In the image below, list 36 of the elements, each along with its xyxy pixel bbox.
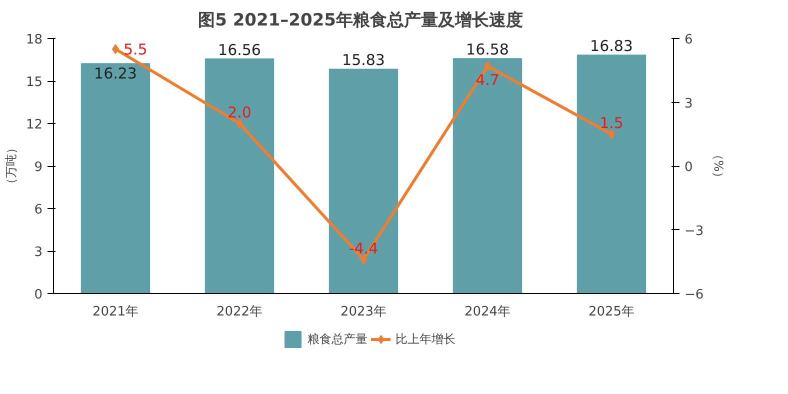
bar — [80, 63, 150, 294]
y2-tick-label: 6 — [684, 32, 693, 48]
y-tick-label: 12 — [26, 118, 43, 132]
y-tick-label: 15 — [26, 75, 43, 90]
y2-axis-title: （%） — [712, 148, 726, 184]
data-label: 16.83 — [590, 37, 633, 56]
data-label: 15.83 — [342, 51, 385, 70]
y-tick-label: 6 — [34, 202, 43, 218]
data-label: 1.5 — [600, 114, 624, 132]
y-tick-label: 0 — [34, 288, 43, 302]
y2-tick-label: −3 — [684, 224, 704, 239]
x-tick-label: 2021年 — [92, 304, 139, 320]
y-tick-label: 9 — [34, 160, 43, 175]
x-tick-label: 2025年 — [588, 304, 635, 320]
x-tick-label: 2022年 — [216, 304, 263, 320]
y2-tick-label: 0 — [684, 160, 693, 175]
data-label: 2.0 — [228, 104, 252, 122]
x-tick-label: 2023年 — [340, 304, 387, 320]
chart-title: 图5 2021–2025年粮食总产量及增长速度 — [198, 10, 523, 30]
bar — [328, 68, 398, 294]
y-axis-title: （万吨） — [4, 142, 18, 190]
bar — [204, 58, 274, 294]
point — [236, 118, 243, 128]
legend-label: 比上年增长 — [396, 330, 456, 348]
data-label: 16.23 — [94, 64, 137, 83]
data-label: 16.58 — [466, 40, 509, 59]
y2-tick-label: 3 — [684, 96, 693, 112]
bar — [576, 54, 646, 294]
x-tick-label: 2024年 — [464, 304, 511, 320]
y2-tick-label: −6 — [684, 288, 704, 302]
y-tick-label: 18 — [26, 32, 43, 48]
legend-label: 粮食总产量 — [308, 330, 368, 348]
bar — [452, 58, 522, 294]
data-label: 5.5 — [124, 40, 148, 59]
data-label: 16.56 — [218, 40, 261, 59]
y-tick-label: 3 — [34, 245, 43, 260]
